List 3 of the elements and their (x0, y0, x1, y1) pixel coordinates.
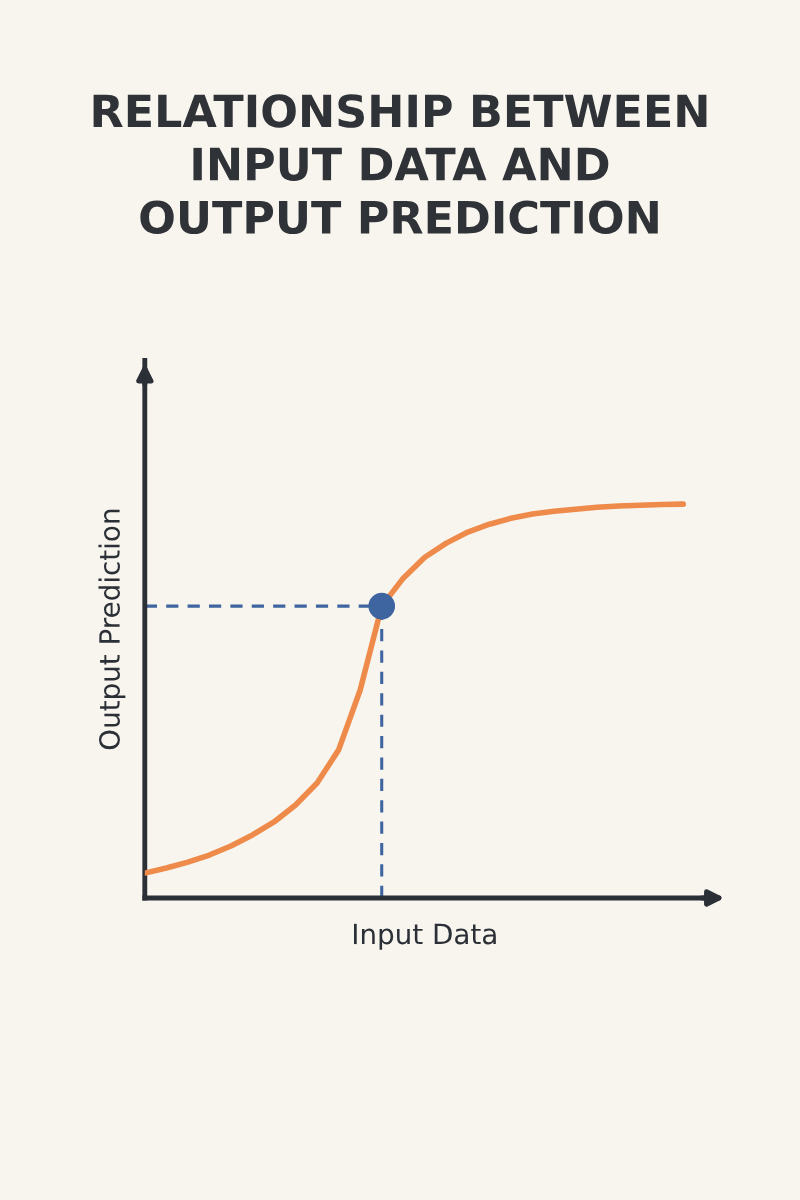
y-axis-title: Output Prediction (98, 509, 126, 750)
x-axis-title: Input Data (353, 923, 496, 950)
chart-title: RELATIONSHIP BETWEEN INPUT DATA AND OUTPUT PREDICTION (93, 94, 707, 235)
